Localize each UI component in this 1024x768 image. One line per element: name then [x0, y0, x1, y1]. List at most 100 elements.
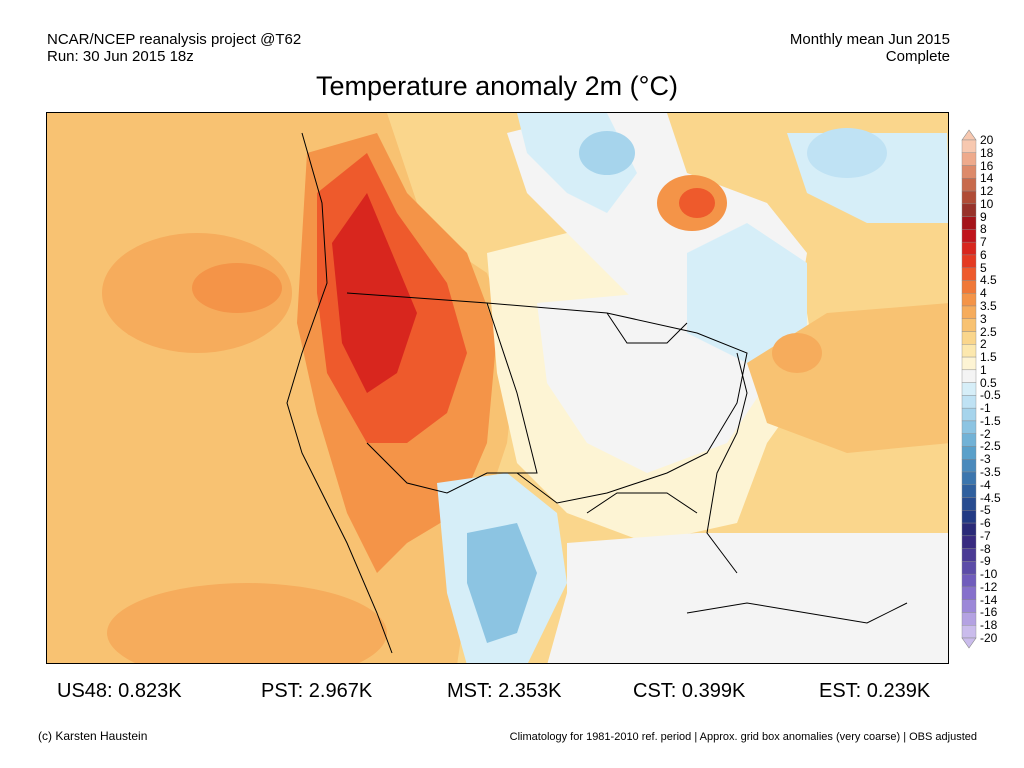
legend-swatch: [961, 344, 977, 358]
legend-swatch: [961, 471, 977, 485]
map-title: Temperature anomaly 2m (°C): [316, 71, 678, 101]
stat-cst: CST: 0.399K: [633, 680, 746, 702]
legend-label: 18: [980, 145, 994, 160]
legend-label: 7: [980, 235, 987, 250]
legend-label: -5: [980, 503, 991, 518]
legend-swatch: [961, 267, 977, 281]
climatology-note: Climatology for 1981-2010 ref. period | …: [509, 731, 977, 743]
legend-swatch: [961, 190, 977, 205]
legend-label: -4: [980, 477, 991, 492]
legend-label: 2: [980, 337, 987, 352]
anomaly-field-quebec-cool: [687, 223, 807, 363]
legend-label: -4.5: [980, 490, 1001, 505]
legend-swatch: [961, 280, 977, 294]
legend-label: 4: [980, 286, 987, 301]
legend-swatch: [961, 599, 977, 613]
legend-label: 1.5: [980, 350, 997, 365]
legend-swatch: [961, 241, 977, 256]
great-lakes: [606, 312, 688, 344]
legend-swatch: [961, 484, 977, 498]
legend-label: -16: [980, 605, 998, 620]
legend-label: 4.5: [980, 273, 997, 288]
legend-bottom-arrow: [961, 637, 977, 649]
legend-label: -8: [980, 541, 991, 556]
legend-label: -3: [980, 452, 991, 467]
legend-label: 20: [980, 133, 994, 147]
legend-swatch: [961, 586, 977, 600]
legend-swatch: [961, 433, 977, 447]
legend-swatch: [961, 178, 977, 192]
legend-swatch: [961, 548, 977, 562]
legend-label: -3.5: [980, 465, 1001, 479]
regional-stats: US48: 0.823K PST: 2.967K MST: 2.353K CST…: [0, 680, 1024, 706]
coastline-west: [286, 132, 393, 654]
legend-swatch: [961, 420, 977, 434]
legend-label: -2: [980, 426, 991, 441]
legend-swatch: [961, 331, 977, 345]
legend-swatch: [961, 152, 977, 166]
legend-label: 10: [980, 196, 994, 211]
legend-label: -20: [980, 631, 998, 645]
anomaly-field-arctic-core: [579, 131, 635, 175]
legend-swatch: [961, 203, 977, 217]
legend-swatch: [961, 561, 977, 575]
legend-swatch: [961, 625, 977, 639]
credit-label: (c) Karsten Haustein: [38, 729, 148, 743]
legend-label: 8: [980, 222, 987, 237]
state-borders-central: [486, 302, 748, 504]
legend-label: -7: [980, 528, 991, 543]
legend-label: -9: [980, 554, 991, 569]
legend-label: 9: [980, 209, 987, 224]
coastline-gulf: [586, 492, 698, 514]
legend-swatch: [961, 612, 977, 626]
legend-swatch: [961, 535, 977, 549]
state-borders-west: [346, 292, 538, 494]
legend-label: 14: [980, 171, 994, 186]
anomaly-field-texas-core: [467, 523, 537, 643]
stat-mst: MST: 2.353K: [447, 680, 562, 702]
anomaly-map: [46, 112, 949, 664]
legend-swatch: [961, 369, 977, 383]
legend-swatch: [961, 497, 977, 511]
legend-swatch: [961, 254, 977, 268]
legend-label: 3: [980, 311, 987, 326]
stat-est: EST: 0.239K: [819, 680, 931, 702]
legend-label: -14: [980, 592, 998, 607]
anomaly-field-hudson-core: [679, 188, 715, 218]
anomaly-map-canvas: [47, 113, 948, 663]
legend-swatch: [961, 573, 977, 588]
legend-label: -1.5: [980, 413, 1001, 428]
stat-us48: US48: 0.823K: [57, 680, 182, 702]
legend-swatch: [961, 510, 977, 524]
legend-swatch: [961, 165, 977, 179]
legend-label: 12: [980, 184, 994, 199]
legend-swatch: [961, 139, 977, 153]
anomaly-field-northwest-core: [332, 193, 417, 393]
legend-label: 3.5: [980, 299, 997, 313]
legend-label: -18: [980, 618, 998, 633]
legend-swatch: [961, 356, 977, 371]
project-label: NCAR/NCEP reanalysis project @T62: [47, 31, 302, 48]
anomaly-field-pacific-core: [192, 263, 282, 313]
legend-swatch: [961, 522, 977, 537]
legend-label: 2.5: [980, 324, 997, 339]
legend-swatch: [961, 305, 977, 319]
anomaly-field-labrador-core: [807, 128, 887, 178]
legend-swatch: [961, 216, 977, 230]
legend-swatch: [961, 459, 977, 473]
header-right: Monthly mean Jun 2015 Complete: [790, 31, 950, 65]
legend-swatch: [961, 446, 977, 460]
legend-label: -2.5: [980, 439, 1001, 454]
anomaly-field-south: [107, 583, 387, 663]
legend-label: -1: [980, 401, 991, 416]
legend-swatch: [961, 407, 977, 422]
coastline-caribbean: [686, 602, 908, 624]
period-label: Monthly mean Jun 2015: [789, 31, 950, 48]
legend-swatch: [961, 382, 977, 396]
run-label: Run: 30 Jun 2015 18z: [47, 48, 194, 65]
legend-swatch: [961, 395, 977, 409]
legend-label: -12: [980, 579, 998, 594]
legend-label: 16: [980, 158, 994, 173]
coastline-east: [706, 352, 748, 574]
legend-label: -10: [980, 567, 998, 582]
